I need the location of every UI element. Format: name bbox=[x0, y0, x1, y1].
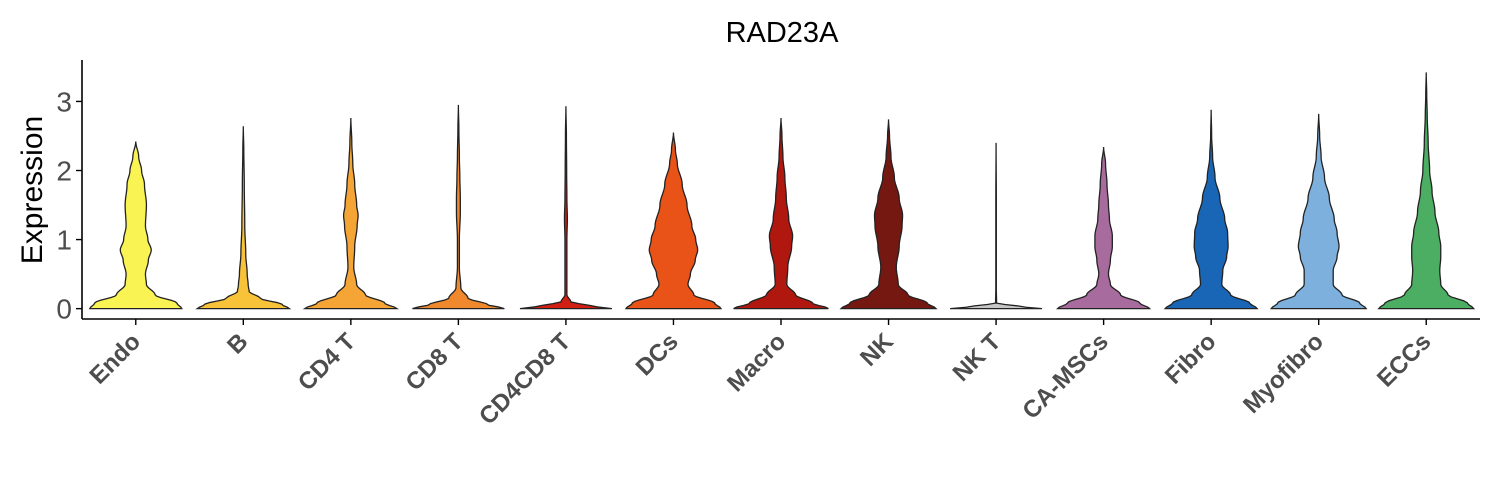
x-tick-label: CD4 T bbox=[293, 328, 361, 396]
x-tick-label: NK T bbox=[948, 328, 1007, 387]
x-tick-label: DCs bbox=[631, 328, 684, 381]
violin-eccs bbox=[1377, 72, 1476, 310]
x-tick-label: Fibro bbox=[1160, 328, 1222, 390]
y-tick-label: 2 bbox=[56, 156, 72, 187]
x-tick-label: NK bbox=[855, 328, 899, 372]
violin-cd4-t bbox=[302, 118, 400, 310]
violins-group bbox=[88, 72, 1476, 310]
violin-fibro bbox=[1163, 109, 1259, 310]
violin-nk-t bbox=[950, 142, 1043, 310]
violin-macro bbox=[733, 118, 829, 310]
x-tick-label: CA-MSCs bbox=[1017, 328, 1113, 424]
y-axis-label: Expression bbox=[16, 116, 49, 264]
violin-endo bbox=[88, 141, 183, 310]
y-tick-label: 1 bbox=[56, 225, 72, 256]
x-tick-label: Endo bbox=[85, 328, 147, 390]
violin-b bbox=[195, 126, 292, 310]
violin-myofibro bbox=[1269, 113, 1368, 310]
violin-cd8-t bbox=[412, 104, 505, 310]
violin-nk bbox=[839, 119, 938, 310]
chart-title: RAD23A bbox=[726, 17, 839, 49]
violin-ca-mscs bbox=[1055, 147, 1152, 310]
x-tick-label: Macro bbox=[722, 328, 791, 397]
x-tick-label: CD8 T bbox=[401, 328, 469, 396]
violin-cd4cd8-t bbox=[519, 106, 612, 310]
y-tick-label: 0 bbox=[56, 294, 72, 325]
y-tick-label: 3 bbox=[56, 86, 72, 117]
x-tick-label: ECCs bbox=[1372, 328, 1436, 392]
y-axis: 0 1 2 3 bbox=[56, 60, 83, 325]
x-axis: Endo B CD4 T CD8 T CD4CD8 T DCs Macro NK NK T CA-… bbox=[82, 318, 1480, 430]
x-tick-label: B bbox=[222, 328, 253, 359]
x-tick-label: Myofibro bbox=[1238, 328, 1329, 419]
violin-dcs bbox=[624, 132, 723, 310]
x-tick-label: CD4CD8 T bbox=[474, 328, 576, 430]
